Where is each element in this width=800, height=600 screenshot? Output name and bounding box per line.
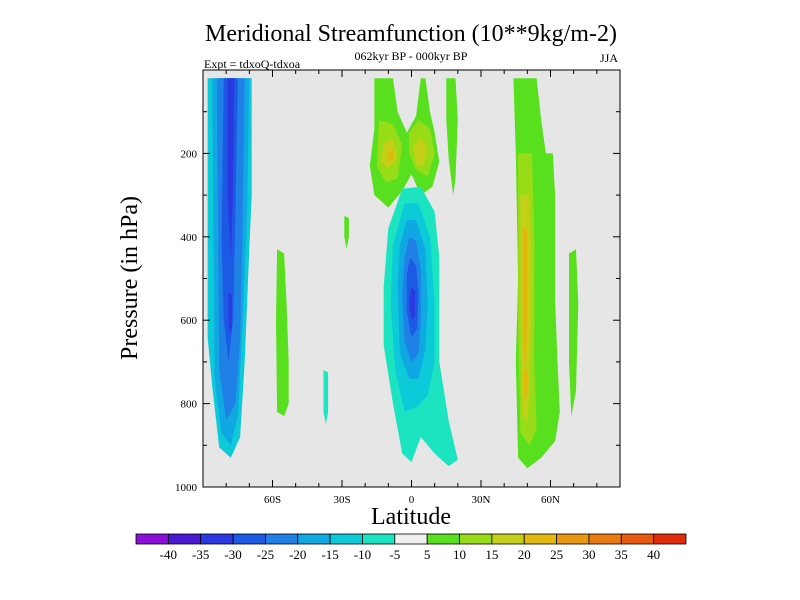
- colorbar: [135, 533, 687, 545]
- experiment-label: Expt = tdxoQ-tdxoa: [204, 57, 301, 71]
- colorbar-swatch: [620, 533, 655, 545]
- x-tick-label: 0: [409, 494, 415, 506]
- y-tick-label: 400: [181, 232, 198, 244]
- colorbar-label: -25: [257, 547, 274, 562]
- contour-region: [569, 249, 579, 417]
- contour-region: [228, 291, 232, 333]
- colorbar-label: -30: [224, 547, 241, 562]
- contour-region: [446, 78, 458, 196]
- colorbar-swatch: [523, 533, 557, 545]
- colorbar-swatch: [653, 533, 687, 545]
- colorbar-label: 25: [550, 547, 563, 562]
- x-tick-labels: 60S 30S 0 30N 60N: [264, 494, 560, 506]
- y-tick-label: 600: [181, 315, 198, 327]
- contour-region: [413, 136, 428, 166]
- colorbar-label: 30: [582, 547, 595, 562]
- colorbar-label: 15: [485, 547, 498, 562]
- y-tick-label: 1000: [175, 482, 198, 494]
- contour-region: [522, 228, 528, 362]
- contour-region: [323, 370, 329, 425]
- colorbar-label: 35: [615, 547, 628, 562]
- contour-region: [388, 149, 393, 162]
- contour-region: [227, 78, 235, 258]
- season-label: JJA: [600, 51, 618, 65]
- y-axis-title: Pressure (in hPa): [117, 196, 143, 360]
- contour-region: [276, 249, 289, 417]
- colorbar-label: 10: [453, 547, 466, 562]
- contour-region: [523, 370, 528, 400]
- contour-field: [207, 78, 579, 469]
- x-tick-label: 60S: [264, 494, 281, 506]
- colorbar-swatch: [200, 533, 234, 545]
- x-tick-label: 30N: [472, 494, 491, 506]
- chart-subtitle: 062kyr BP - 000kyr BP: [355, 49, 468, 63]
- x-tick-label: 30S: [333, 494, 350, 506]
- y-tick-label: 200: [181, 148, 198, 160]
- colorbar-label: 20: [518, 547, 531, 562]
- x-tick-label: 60N: [541, 494, 560, 506]
- colorbar-label: -35: [192, 547, 209, 562]
- colorbar-label: -5: [389, 547, 400, 562]
- colorbar-label: 40: [647, 547, 660, 562]
- colorbar-swatch: [556, 533, 590, 545]
- colorbar-label: 5: [424, 547, 431, 562]
- colorbar-swatch: [329, 533, 363, 545]
- colorbar-swatch: [297, 533, 331, 545]
- colorbar-swatch: [135, 533, 169, 545]
- colorbar-label: -20: [289, 547, 306, 562]
- colorbar-swatch: [459, 533, 493, 545]
- contour-region: [344, 215, 349, 250]
- colorbar-label: -10: [354, 547, 371, 562]
- chart-title: Meridional Streamfunction (10**9kg/m-2): [205, 21, 617, 47]
- y-tick-labels: 200 400 600 800 1000: [175, 148, 198, 494]
- colorbar-swatch: [491, 533, 525, 545]
- colorbar-labels: -40 -35 -30 -25 -20 -15 -10 -5 5 10 15 20 25 30 35 40: [160, 547, 660, 562]
- colorbar-label: -15: [321, 547, 338, 562]
- colorbar-swatch: [362, 533, 396, 545]
- colorbar-label: -40: [160, 547, 177, 562]
- axis-ticks: [202, 69, 621, 488]
- colorbar-swatch: [426, 533, 460, 545]
- colorbar-swatch: [167, 533, 202, 545]
- y-tick-label: 800: [181, 399, 198, 411]
- colorbar-swatch: [394, 533, 428, 545]
- contour-region: [409, 286, 415, 321]
- colorbar-swatch: [232, 533, 266, 545]
- colorbar-swatch: [265, 533, 299, 545]
- x-axis-title: Latitude: [371, 504, 451, 530]
- colorbar-swatch: [588, 533, 622, 545]
